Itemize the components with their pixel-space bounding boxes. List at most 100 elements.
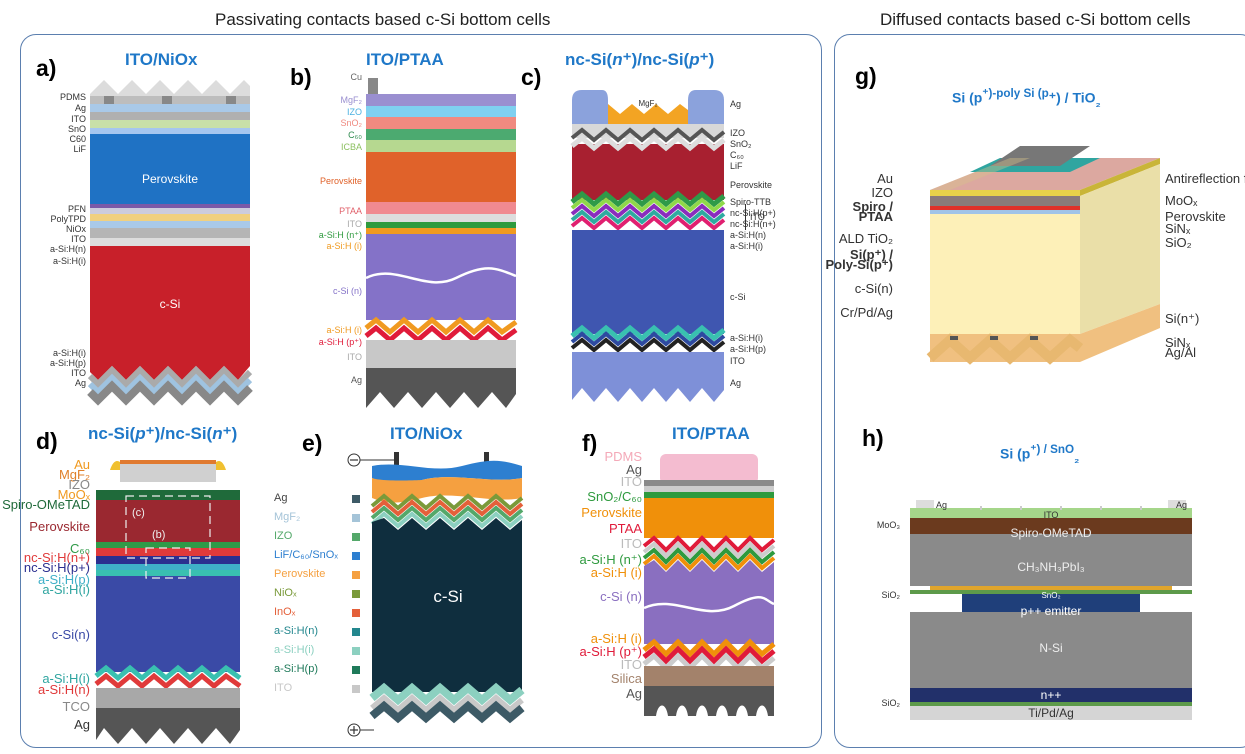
layer-label: Perovskite xyxy=(319,176,362,186)
layer-label: ITO xyxy=(71,114,86,124)
legend-swatch xyxy=(352,628,360,636)
panel-title: ITO/NiOx xyxy=(125,50,198,69)
panel-letter: e) xyxy=(302,430,323,456)
layer-label: SnO xyxy=(67,124,86,134)
layer-label: PTAA xyxy=(858,209,893,224)
header-diffused: Diffused contacts based c-Si bottom cell… xyxy=(880,10,1191,29)
layer-label: a-Si:H (i) xyxy=(590,631,642,646)
layer-label: Spiro-TTB xyxy=(730,197,772,207)
panel-title: Si (p⁺)-poly Si (p⁺) / TiO₂ xyxy=(952,87,1101,110)
cell-cross-section-h xyxy=(910,500,1192,720)
layer-label: IZO xyxy=(730,128,745,138)
layer-label: MgF₂ xyxy=(340,95,363,105)
layer-label: IZO xyxy=(347,107,362,117)
side-label: MoO₃ xyxy=(876,520,900,530)
layer-label: ITO xyxy=(347,352,362,362)
layer-label: IZO xyxy=(871,185,893,200)
legend-label: NiOₓ xyxy=(274,587,297,599)
layer-label: TCO xyxy=(62,699,90,714)
layer-label: Ag xyxy=(74,717,90,732)
layer-label: Ag xyxy=(626,462,642,477)
legend-swatch xyxy=(352,609,360,617)
panel-title: ITO/PTAA xyxy=(672,424,750,443)
legend-swatch xyxy=(352,514,360,522)
layer-label: a-Si:H(n) xyxy=(37,682,90,697)
ito-brace xyxy=(745,204,746,230)
layer-label: Ag xyxy=(626,686,642,701)
layer-label: a-Si:H (i) xyxy=(326,241,363,251)
layer-label: C₆₀ xyxy=(69,541,90,556)
layer-label: Si(n⁺) xyxy=(1165,311,1200,326)
layer-label: PTAA xyxy=(609,521,642,536)
layer-label: a-Si:H (p⁺) xyxy=(579,644,642,659)
layer-label: Spiro / xyxy=(852,199,893,214)
layer-label: ITO xyxy=(71,368,86,378)
legend-swatch xyxy=(352,533,360,541)
layer-label: N-Si xyxy=(1039,641,1063,655)
legend-label: LiF/C₆₀/SnOₓ xyxy=(274,549,338,561)
legend-label: a-Si:H(i) xyxy=(274,644,315,656)
layer-label: Ag xyxy=(730,378,742,388)
layer-label: C₆₀ xyxy=(348,130,362,140)
layer-label: c-Si (n) xyxy=(600,589,642,604)
csi-label: c-Si xyxy=(160,297,181,311)
legend-label: InOₓ xyxy=(274,606,296,618)
stack-f xyxy=(642,454,776,716)
layer-label: a-Si:H(i) xyxy=(42,582,90,597)
legend-label: a-Si:H(p) xyxy=(274,663,319,675)
panel-letter: d) xyxy=(36,428,58,454)
layer-label: Si(p⁺) / xyxy=(850,247,893,262)
layer-label: nc-Si:H(p+) xyxy=(23,560,90,575)
layer-label: p++ emitter xyxy=(1020,604,1082,618)
legend-swatch xyxy=(352,590,360,598)
layer-label: Ag xyxy=(730,99,742,109)
layer-label: PolyTPD xyxy=(50,214,86,224)
side-label: SiO₂ xyxy=(881,590,901,600)
layer-label: ITO xyxy=(620,474,642,489)
layer-label: a-Si:H(i) xyxy=(42,671,90,686)
ag-contact-label: Ag xyxy=(936,500,948,510)
layer-label: a-Si:H (p⁺) xyxy=(318,337,362,347)
layer-label: n++ xyxy=(1040,688,1062,702)
panel-title: nc-Si(n⁺)/nc-Si(p⁺) xyxy=(565,50,715,69)
layer-label: Ag xyxy=(74,378,86,388)
layer-label: SiO₂ xyxy=(1165,235,1192,250)
layer-label: ITO xyxy=(620,536,642,551)
layer-label: LiF xyxy=(73,144,86,154)
layer-label: ITO xyxy=(1043,510,1059,520)
layer-label: PDMS xyxy=(59,92,86,102)
legend-swatch xyxy=(352,685,360,693)
stack-c: MgF₂ xyxy=(570,90,726,402)
layer-label: MoOₓ xyxy=(57,487,90,502)
inset-c-label: (c) xyxy=(132,507,145,519)
stack-d: (c) (b) xyxy=(94,460,242,744)
side-label: SiO₂ xyxy=(881,698,901,708)
layer-label: c-Si(n) xyxy=(854,281,893,296)
legend-swatch xyxy=(352,666,360,674)
electrodes-e xyxy=(347,453,394,737)
layer-label: Spiro-OMeTAD xyxy=(2,497,90,512)
panel-letter: a) xyxy=(36,55,57,81)
layer-label: nc-Si:H(n+) xyxy=(23,550,90,565)
perovskite-label: Perovskite xyxy=(142,172,198,186)
layer-label: Ti/Pd/Ag xyxy=(1028,706,1074,720)
cell-3d-g xyxy=(926,146,1160,365)
csi-label: c-Si xyxy=(433,587,462,606)
layer-label: ITO xyxy=(620,657,642,672)
legend-swatch xyxy=(352,647,360,655)
header-passivating: Passivating contacts based c-Si bottom c… xyxy=(215,10,551,29)
layer-label: PFN xyxy=(68,204,86,214)
legend-swatch xyxy=(352,552,360,560)
layer-label: ITO xyxy=(730,356,745,366)
layer-label: Au xyxy=(74,457,90,472)
layer-label: Au xyxy=(877,171,893,186)
layer-label: Poly-Si(p⁺) xyxy=(825,257,893,272)
legend-label: Ag xyxy=(274,492,288,504)
layer-label: a-Si:H(p) xyxy=(730,344,767,354)
layer-label: PDMS xyxy=(604,449,642,464)
panel-title: ITO/PTAA xyxy=(366,50,444,69)
legend-label: ITO xyxy=(274,682,293,694)
legend-swatch xyxy=(352,571,360,579)
stack-b xyxy=(364,78,518,408)
layer-label: Perovskite xyxy=(29,519,90,534)
